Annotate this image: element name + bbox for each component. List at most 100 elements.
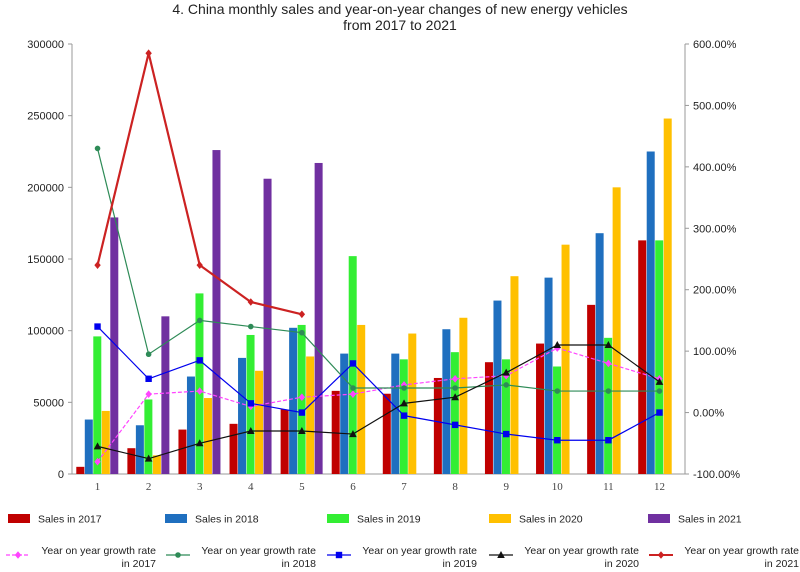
legend-label-bar-5: Sales in 2021 [678, 514, 742, 526]
bar-sales-in-2020-m12 [663, 118, 672, 475]
legend-label-line-1-a: Year on year growth rate [41, 545, 156, 557]
point-growth-series-2-8 [503, 382, 510, 388]
right-tick-label: 300.00% [693, 223, 737, 235]
left-tick-label: 200000 [27, 182, 64, 194]
x-tick-label: 3 [197, 481, 203, 493]
x-tick-label: 8 [452, 481, 458, 493]
left-tick-label: 0 [58, 469, 64, 481]
legend-label-bar-4: Sales in 2020 [519, 514, 583, 526]
legend-swatch-bar-2 [165, 514, 187, 523]
point-growth-series-1-10 [605, 359, 612, 368]
point-growth-series-3-11 [656, 409, 663, 416]
point-growth-series-4-2 [195, 439, 204, 447]
right-tick-label: 500.00% [693, 100, 737, 112]
left-tick-label: 300000 [27, 39, 64, 51]
point-growth-series-5-0 [94, 261, 101, 269]
x-tick-label: 5 [299, 481, 305, 493]
point-growth-series-3-10 [605, 437, 612, 444]
chart-title-line-1: 4. China monthly sales and year-on-year … [172, 1, 628, 17]
left-tick-label: 50000 [33, 397, 64, 409]
point-growth-series-5-1 [145, 49, 152, 58]
point-growth-series-4-10 [604, 341, 613, 348]
line-year-on-year-growth-rate-in-2020 [97, 344, 660, 460]
point-growth-series-2-11 [656, 388, 663, 394]
bar-sales-in-2020-m4 [255, 370, 264, 474]
bar-sales-in-2017-m4 [229, 423, 238, 474]
legend-marker-1 [14, 551, 22, 559]
line-year-on-year-growth-rate-in-2018 [96, 148, 660, 392]
legend-label-line-3-a: Year on year growth rate [362, 545, 477, 557]
bar-sales-in-2021-m5 [314, 162, 323, 474]
legend-label-line-4-a: Year on year growth rate [524, 545, 639, 557]
point-growth-series-4-4 [298, 427, 306, 434]
point-growth-series-1-4 [298, 393, 306, 402]
x-tick-label: 4 [248, 481, 254, 493]
point-growth-series-2-9 [554, 388, 561, 394]
legend-swatch-bar-3 [327, 514, 349, 523]
point-growth-series-3-6 [400, 412, 408, 419]
point-growth-series-2-2 [196, 317, 203, 324]
bar-sales-in-2020-m2 [152, 455, 161, 474]
x-tick-label: 1 [95, 481, 101, 493]
bar-sales-in-2018-m10 [544, 277, 553, 474]
point-growth-series-1-7 [451, 374, 459, 383]
bar-sales-in-2019-m10 [553, 366, 562, 474]
bar-sales-in-2021-m3 [212, 150, 221, 475]
point-growth-series-5-3 [247, 298, 254, 306]
point-growth-series-1-1 [145, 390, 152, 398]
point-growth-series-4-0 [93, 442, 102, 450]
bar-sales-in-2019-m3 [195, 293, 204, 474]
bar-sales-in-2021-m4 [263, 178, 272, 474]
bar-sales-in-2019-m11 [604, 337, 613, 474]
bar-sales-in-2017-m2 [127, 448, 136, 474]
point-growth-series-2-0 [94, 145, 101, 152]
bar-sales-in-2020-m11 [612, 187, 621, 475]
point-growth-series-3-7 [451, 421, 459, 429]
bar-sales-in-2017-m11 [587, 304, 596, 474]
legend-marker-5 [657, 551, 665, 559]
right-tick-label: 100.00% [693, 346, 737, 358]
point-growth-series-2-1 [145, 351, 152, 358]
point-growth-series-2-5 [350, 385, 356, 391]
bar-sales-in-2020-m10 [561, 244, 570, 474]
legend-label-line-2-b: in 2018 [282, 558, 317, 570]
point-growth-series-4-3 [246, 427, 255, 434]
point-growth-series-2-3 [247, 323, 254, 330]
bar-sales-in-2017-m3 [178, 429, 187, 474]
bar-sales-in-2018-m11 [595, 233, 604, 474]
legend-label-line-1-b: in 2017 [122, 558, 157, 570]
bar-sales-in-2018-m8 [442, 329, 451, 474]
bar-sales-in-2018-m5 [289, 327, 298, 474]
legend-marker-2 [175, 552, 181, 558]
x-tick-label: 12 [654, 481, 665, 493]
point-growth-series-1-5 [349, 390, 357, 398]
x-tick-label: 9 [503, 481, 509, 493]
right-tick-label: -100.00% [693, 469, 740, 481]
point-growth-series-2-7 [452, 385, 458, 391]
bar-sales-in-2017-m8 [433, 377, 442, 474]
point-growth-series-4-5 [349, 430, 357, 438]
point-growth-series-3-5 [349, 360, 357, 367]
bar-sales-in-2019-m1 [93, 336, 102, 474]
bar-sales-in-2018-m3 [186, 376, 195, 474]
right-tick-label: 0.00% [693, 408, 724, 420]
bar-sales-in-2021-m2 [161, 316, 170, 474]
point-growth-series-5-2 [196, 261, 203, 269]
point-growth-series-1-2 [196, 387, 203, 395]
left-tick-label: 250000 [27, 111, 64, 123]
point-growth-series-4-6 [400, 399, 408, 407]
point-growth-series-2-6 [401, 385, 407, 391]
bar-sales-in-2021-m1 [110, 217, 119, 474]
point-growth-series-4-1 [144, 454, 153, 462]
bar-sales-in-2017-m9 [484, 362, 493, 474]
legend-label-bar-2: Sales in 2018 [195, 514, 259, 526]
point-growth-series-3-3 [247, 400, 254, 407]
legend-marker-4 [497, 551, 505, 558]
left-tick-label: 100000 [27, 326, 64, 338]
legend-label-line-5-b: in 2021 [765, 558, 800, 570]
point-growth-series-1-0 [94, 457, 101, 466]
bar-sales-in-2020-m3 [203, 398, 212, 474]
bar-sales-in-2020-m8 [459, 317, 468, 474]
bar-sales-in-2017-m7 [382, 393, 391, 474]
legend-label-bar-1: Sales in 2017 [38, 514, 102, 526]
